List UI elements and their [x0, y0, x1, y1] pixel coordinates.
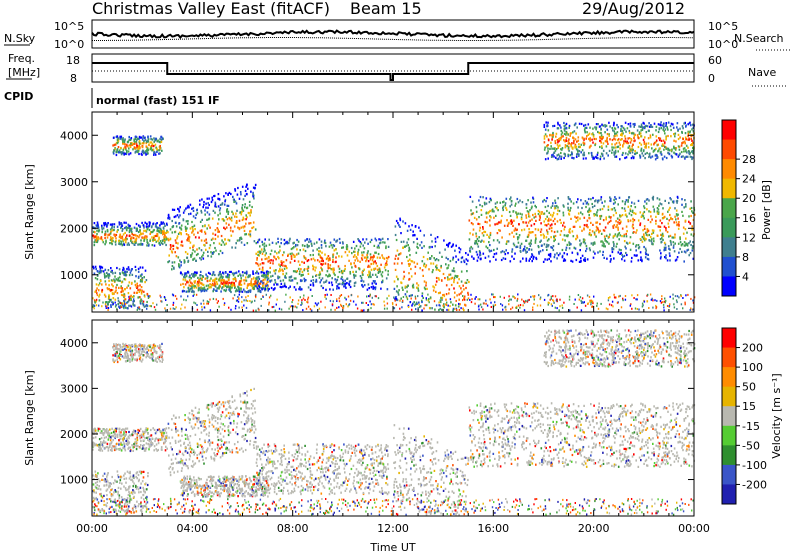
nave-tick-top: 60: [708, 54, 722, 67]
colorbar-tick-label: 15: [742, 400, 756, 413]
colorbar-tick-label: 200: [742, 342, 763, 355]
nsky-trace: [91, 29, 695, 40]
colorbar-cell: [722, 367, 736, 388]
colorbar-cell: [722, 178, 736, 199]
cpid-label: CPID: [4, 90, 33, 103]
velocity-ylabel: Slant Range [km]: [23, 370, 36, 466]
colorbar-tick-label: 16: [742, 212, 756, 225]
colorbar-tick-label: 24: [742, 173, 756, 186]
velocity-colorbar-cells: [722, 328, 736, 505]
power-ytick-label: 3000: [60, 176, 88, 189]
colorbar-cell: [722, 347, 736, 368]
power-frame: [91, 111, 695, 313]
nsky-label: N.Sky: [4, 32, 36, 45]
cpid-value: normal (fast) 151 IF: [96, 94, 220, 107]
velocity-colorbar-label: Velocity [m s⁻¹]: [770, 373, 783, 458]
nsky-strip: N.Sky 10^5 10^0 10^5 10^0 N.Search: [4, 19, 790, 51]
colorbar-tick-label: 8: [742, 251, 749, 264]
velocity-xtick-label: 00:00: [76, 522, 108, 535]
colorbar-cell: [722, 217, 736, 238]
power-ytick-label: 2000: [60, 222, 88, 235]
velocity-ytick-label: 3000: [60, 382, 88, 395]
power-panel: 1000 2000 3000 4000 Slant Range [km]: [23, 111, 696, 313]
power-colorbar-ticks: 4 8 12 16 20 24 28: [736, 153, 756, 283]
freq-strip: Freq. [MHz] 18 8 60 0 Nave: [6, 52, 786, 87]
colorbar-cell: [722, 276, 736, 297]
velocity-xlabel: Time UT: [369, 541, 415, 554]
colorbar-cell: [722, 386, 736, 407]
freq-trace: [92, 62, 694, 81]
colorbar-tick-label: 28: [742, 153, 756, 166]
colorbar-cell: [722, 425, 736, 446]
power-colorbar: 4 8 12 16 20 24 28 Power [dB]: [721, 119, 773, 297]
freq-label-1: Freq.: [8, 52, 35, 65]
velocity-ytick-label: 2000: [60, 428, 88, 441]
velocity-ytick-label: 4000: [60, 337, 88, 350]
colorbar-cell: [722, 198, 736, 219]
nsearch-label: N.Search: [734, 32, 784, 45]
power-ylabel: Slant Range [km]: [23, 164, 36, 260]
colorbar-cell: [722, 464, 736, 485]
colorbar-tick-label: 4: [742, 270, 749, 283]
colorbar-cell: [722, 484, 736, 505]
nsearch-trace: [92, 37, 694, 41]
beam-label: Beam 15: [350, 0, 422, 18]
colorbar-cell: [722, 120, 736, 141]
freq-frame: [91, 53, 695, 83]
plot-title: Christmas Valley East (fitACF): [92, 0, 330, 18]
colorbar-cell: [722, 406, 736, 427]
colorbar-tick-label: 12: [742, 231, 756, 244]
colorbar-cell: [722, 159, 736, 180]
colorbar-tick-label: 20: [742, 192, 756, 205]
power-ytick-label: 1000: [60, 269, 88, 282]
power-x-axis: [91, 112, 695, 312]
nave-label: Nave: [748, 66, 776, 79]
velocity-xtick-label: 16:00: [477, 522, 509, 535]
colorbar-tick-label: 50: [742, 381, 756, 394]
velocity-data: [92, 329, 696, 516]
velocity-xtick-label: 08:00: [277, 522, 309, 535]
power-ytick-label: 4000: [60, 129, 88, 142]
nsky-tick-top: 10^5: [54, 20, 84, 33]
power-y-axis: 1000 2000 3000 4000: [60, 129, 694, 282]
velocity-colorbar: 200 100 50 15 -15 -50 -100 -200 Velocity [m s⁻¹…: [721, 327, 783, 505]
power-colorbar-cells: [722, 120, 736, 297]
nave-tick-bottom: 0: [708, 72, 715, 85]
velocity-xtick-label: 00:00: [678, 522, 710, 535]
power-data: [92, 121, 696, 312]
freq-label-2: [MHz]: [8, 66, 40, 79]
freq-tick-top: 18: [66, 54, 80, 67]
colorbar-tick-label: 100: [742, 361, 763, 374]
power-colorbar-label: Power [dB]: [760, 180, 773, 240]
velocity-colorbar-ticks: 200 100 50 15 -15 -50 -100 -200: [736, 342, 767, 491]
nsearch-tick-bottom: 10^0: [708, 38, 738, 51]
colorbar-cell: [722, 139, 736, 160]
velocity-xtick-label: 12:00: [377, 522, 409, 535]
nsearch-tick-top: 10^5: [708, 20, 738, 33]
colorbar-tick-label: -100: [742, 459, 767, 472]
colorbar-tick-label: -15: [742, 420, 760, 433]
colorbar-cell: [722, 256, 736, 277]
plot-date: 29/Aug/2012: [582, 0, 685, 18]
velocity-panel: 1000 2000 3000 4000 00:00 04:00 08:00 12:00 16:…: [23, 319, 710, 554]
colorbar-tick-label: -50: [742, 439, 760, 452]
colorbar-cell: [722, 445, 736, 466]
velocity-xtick-label: 04:00: [176, 522, 208, 535]
velocity-y-axis: 1000 2000 3000 4000: [60, 337, 694, 487]
colorbar-cell: [722, 328, 736, 349]
velocity-ytick-label: 1000: [60, 474, 88, 487]
freq-tick-bottom: 8: [70, 72, 77, 85]
colorbar-tick-label: -200: [742, 478, 767, 491]
velocity-x-axis: 00:00 04:00 08:00 12:00 16:00 20:00 00:00: [76, 320, 710, 535]
nsky-tick-bottom: 10^0: [54, 38, 84, 51]
velocity-xtick-label: 20:00: [578, 522, 610, 535]
colorbar-cell: [722, 237, 736, 258]
